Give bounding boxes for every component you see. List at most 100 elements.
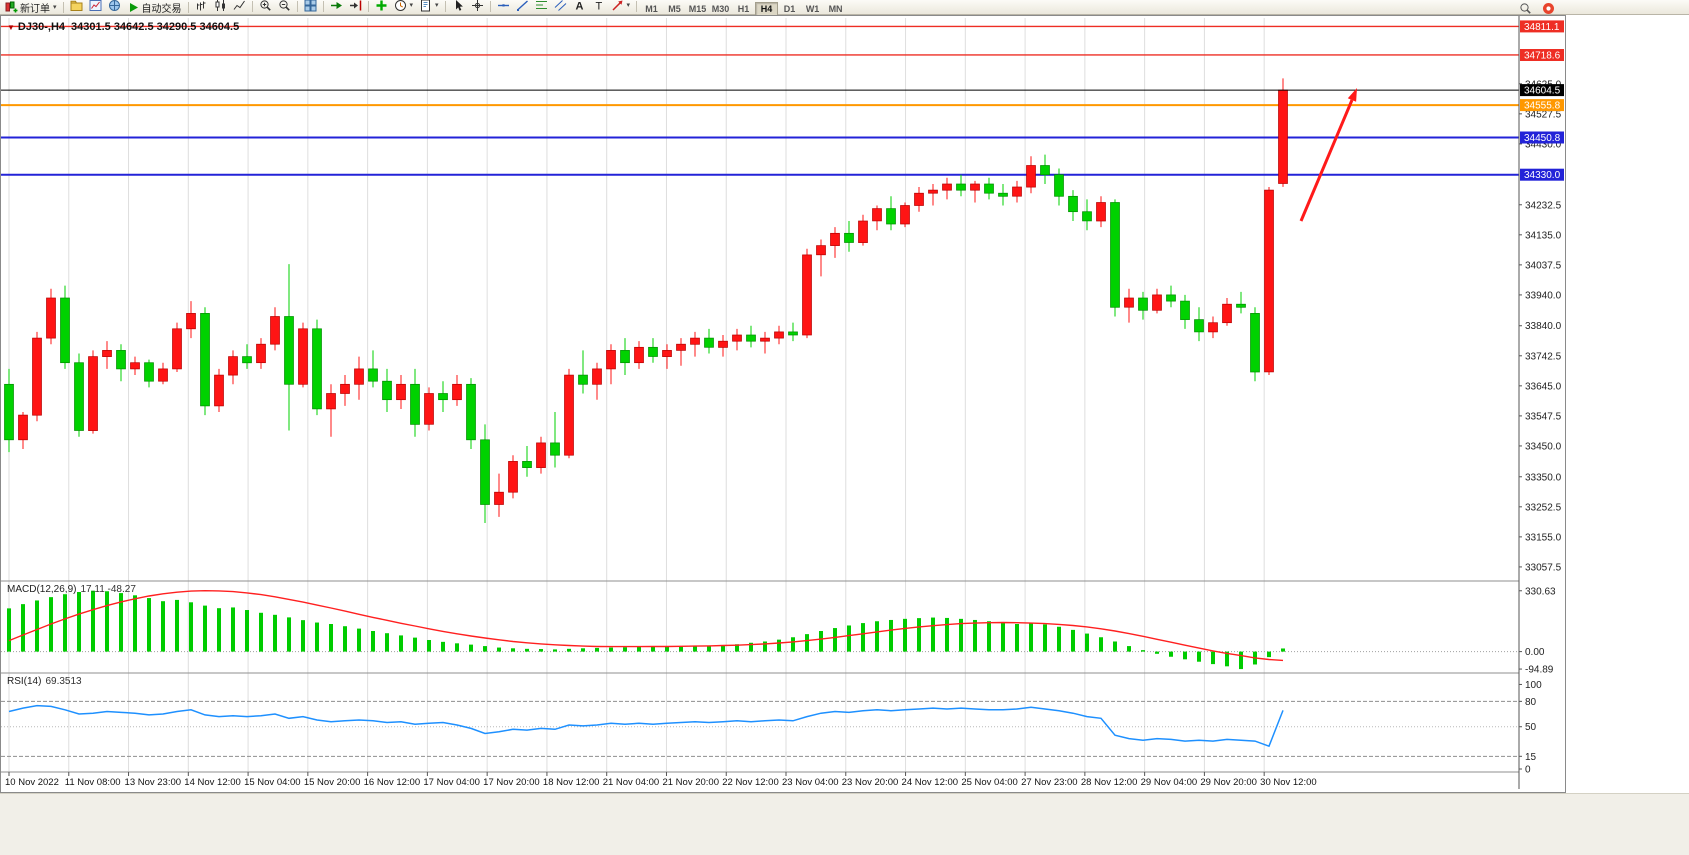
- timeframe-m5-button[interactable]: M5: [663, 2, 686, 16]
- candle: [158, 368, 168, 382]
- channel-button[interactable]: [551, 0, 570, 12]
- candle: [970, 183, 980, 191]
- auto-scroll-button[interactable]: [327, 0, 346, 12]
- candle: [312, 328, 322, 410]
- svg-text:34527.5: 34527.5: [1525, 109, 1562, 120]
- zoom-out-button[interactable]: [275, 0, 294, 12]
- timeframe-m15-button[interactable]: M15: [686, 2, 709, 16]
- timeframe-d1-button[interactable]: D1: [778, 2, 801, 16]
- community-button[interactable]: [1539, 1, 1558, 15]
- price-level-label: [1520, 99, 1564, 112]
- profiles-button[interactable]: [67, 0, 86, 13]
- svg-text:11 Nov 08:00: 11 Nov 08:00: [65, 777, 121, 788]
- price-level-lines[interactable]: [1, 25, 1519, 176]
- svg-text:33057.5: 33057.5: [1525, 562, 1562, 573]
- svg-text:10 Nov 2022: 10 Nov 2022: [5, 777, 59, 788]
- candle: [32, 337, 42, 416]
- candle: [1152, 294, 1162, 311]
- auto-scroll-icon: [330, 0, 343, 12]
- cursor-button[interactable]: [449, 0, 468, 12]
- candle: [200, 313, 210, 407]
- candle: [1166, 294, 1176, 302]
- line-chart-icon: [233, 0, 246, 12]
- templates-button[interactable]: ▾: [416, 0, 442, 12]
- candle: [802, 254, 812, 336]
- periods-button[interactable]: ▾: [391, 0, 417, 12]
- timeframe-h1-button[interactable]: H1: [732, 2, 755, 16]
- tile-windows-button[interactable]: [301, 0, 320, 12]
- market-watch-button[interactable]: [86, 0, 105, 13]
- horizontal-line-button[interactable]: [494, 0, 513, 12]
- auto-trading-button[interactable]: 自动交易: [124, 0, 185, 15]
- macd-name: MACD(12,26,9): [7, 584, 77, 595]
- line-chart-button[interactable]: [230, 0, 249, 12]
- candle: [942, 183, 952, 191]
- candle: [256, 343, 266, 364]
- svg-text:27 Nov 23:00: 27 Nov 23:00: [1021, 777, 1078, 788]
- crosshair-button[interactable]: [468, 0, 487, 12]
- candle: [1124, 297, 1134, 308]
- arrow-annotation[interactable]: [1299, 88, 1357, 222]
- arrows-button[interactable]: ▾: [608, 0, 634, 12]
- chart-title: ▼ DJ30-,H4 34301.5 34642.5 34290.5 34604.5: [7, 21, 239, 33]
- timeframe-w1-button[interactable]: W1: [801, 2, 824, 16]
- svg-text:28 Nov 12:00: 28 Nov 12:00: [1081, 777, 1138, 788]
- fibonacci-button[interactable]: [532, 0, 551, 12]
- zoom-in-button[interactable]: [256, 0, 275, 12]
- candle: [1012, 186, 1022, 197]
- timeframe-m30-button[interactable]: M30: [709, 2, 732, 16]
- candle: [130, 362, 140, 370]
- timeframe-h4-button[interactable]: H4: [755, 1, 779, 16]
- price-level-label: [1520, 84, 1564, 97]
- candle: [382, 380, 392, 401]
- price-axis[interactable]: 34625.034527.534430.034232.534135.034037…: [1518, 16, 1565, 792]
- svg-text:33547.5: 33547.5: [1525, 411, 1562, 422]
- svg-text:30 Nov 12:00: 30 Nov 12:00: [1260, 777, 1317, 788]
- navigator-button[interactable]: [105, 0, 124, 13]
- search-button[interactable]: [1516, 1, 1535, 15]
- label-button[interactable]: T: [589, 0, 608, 12]
- chart-canvas[interactable]: 34625.034527.534430.034232.534135.034037…: [1, 16, 1565, 797]
- toolbar-separator: [489, 0, 491, 12]
- candle: [4, 383, 14, 441]
- candle: [172, 328, 182, 370]
- bar-chart-icon: [195, 0, 208, 12]
- symbol-dropdown-icon[interactable]: ▼: [7, 23, 15, 32]
- candle: [480, 439, 490, 505]
- candle: [1096, 202, 1106, 222]
- candle: [1194, 319, 1204, 333]
- timeframe-mn-button[interactable]: MN: [824, 2, 847, 16]
- chevron-down-icon: ▾: [53, 4, 57, 11]
- candle: [1068, 195, 1078, 213]
- candle: [74, 362, 84, 431]
- candle: [732, 334, 742, 342]
- symbol-period: DJ30-,H4: [17, 21, 65, 33]
- rsi-panel: [1, 700, 1519, 757]
- candle: [984, 183, 994, 194]
- fibonacci-icon: [535, 0, 548, 12]
- text-button[interactable]: A: [570, 0, 589, 12]
- indicators-button[interactable]: [372, 0, 391, 12]
- candle: [340, 383, 350, 394]
- candle: [298, 328, 308, 385]
- trendline-icon: [516, 0, 529, 12]
- rsi-name: RSI(14): [7, 676, 42, 687]
- trendline-button[interactable]: [513, 0, 532, 12]
- svg-text:25 Nov 04:00: 25 Nov 04:00: [961, 777, 1018, 788]
- candle: [270, 316, 280, 345]
- tile-windows-icon: [304, 0, 317, 12]
- svg-text:33450.0: 33450.0: [1525, 441, 1562, 452]
- candle: [606, 350, 616, 370]
- svg-text:33940.0: 33940.0: [1525, 290, 1562, 301]
- candle: [872, 208, 882, 222]
- timeframe-m1-button[interactable]: M1: [640, 2, 663, 16]
- bar-chart-button[interactable]: [192, 0, 211, 12]
- new-order-button[interactable]: 新订单 ▾: [2, 0, 60, 15]
- chart-shift-button[interactable]: [346, 0, 365, 12]
- candle: [816, 245, 826, 256]
- time-axis[interactable]: 10 Nov 2022 11 Nov 08:00 13 Nov 23:00 14 No…: [5, 772, 1317, 788]
- zoom-out-icon: [278, 0, 291, 12]
- macd-signal-line: [8, 589, 1284, 662]
- candlestick-button[interactable]: [211, 0, 230, 12]
